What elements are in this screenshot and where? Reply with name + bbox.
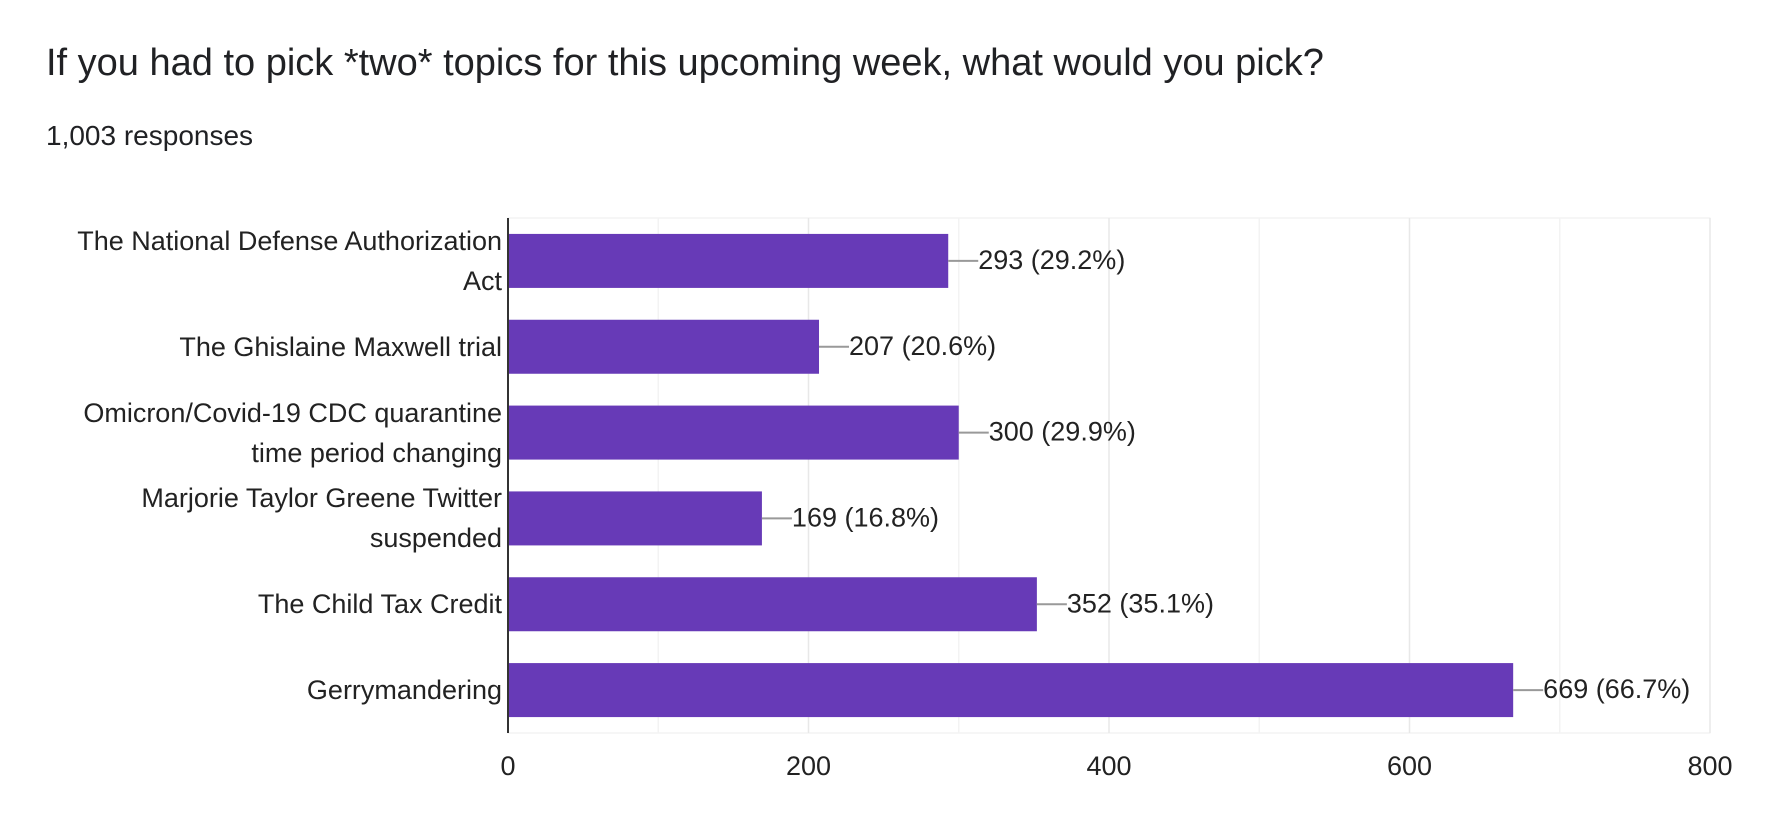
x-tick-label: 600	[1387, 751, 1432, 781]
category-label: The National Defense Authorization Act	[77, 225, 502, 296]
chart-subtitle: 1,003 responses	[46, 120, 254, 151]
category-label: Marjorie Taylor Greene Twitter suspended	[141, 483, 502, 554]
value-label: 669 (66.7%)	[1543, 674, 1690, 704]
bar	[508, 491, 762, 546]
category-label: The Child Tax Credit	[257, 589, 502, 620]
value-label: 207 (20.6%)	[849, 331, 996, 361]
bar	[508, 233, 949, 288]
x-tick-label: 200	[786, 751, 831, 781]
chart-title: If you had to pick *two* topics for this…	[46, 42, 1324, 84]
bar	[508, 405, 959, 460]
category-label: Gerrymandering	[306, 675, 502, 706]
bar	[508, 319, 820, 374]
value-label: 293 (29.2%)	[978, 245, 1125, 275]
value-label: 169 (16.8%)	[792, 503, 939, 533]
x-tick-label: 400	[1086, 751, 1131, 781]
bar	[508, 663, 1514, 718]
category-label: Omicron/Covid-19 CDC quarantine time per…	[83, 397, 502, 468]
x-tick-label: 0	[500, 751, 515, 781]
value-label: 352 (35.1%)	[1067, 588, 1214, 618]
bar	[508, 577, 1037, 632]
value-label: 300 (29.9%)	[989, 417, 1136, 447]
category-label: The Ghislaine Maxwell trial	[179, 331, 502, 362]
x-tick-label: 800	[1687, 751, 1732, 781]
